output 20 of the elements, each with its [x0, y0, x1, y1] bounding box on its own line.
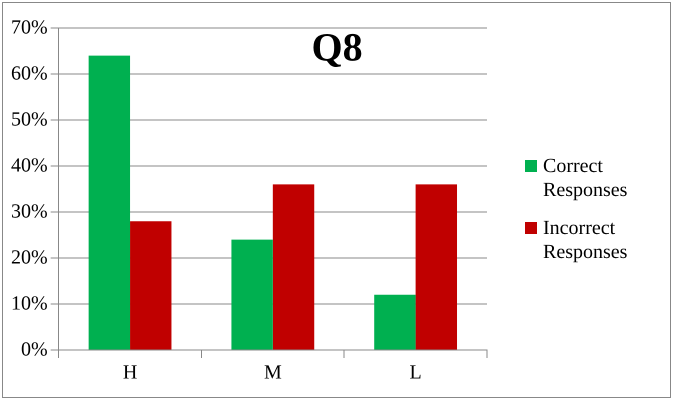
- bar: [231, 240, 273, 350]
- x-tick-label: H: [122, 361, 138, 384]
- y-tick-label: 0%: [20, 338, 48, 360]
- legend-label: Correct Responses: [543, 154, 628, 202]
- bar: [88, 56, 130, 350]
- bar: [374, 294, 416, 350]
- y-tick-label: 60%: [10, 62, 48, 84]
- x-tick-label: M: [264, 361, 282, 384]
- bar: [130, 221, 172, 350]
- chart-title: Q8: [312, 24, 363, 70]
- y-tick-label: 50%: [10, 108, 48, 130]
- y-tick-label: 10%: [10, 292, 48, 314]
- legend-label: Incorrect Responses: [543, 216, 628, 264]
- bar: [272, 184, 314, 350]
- x-tick-label: L: [410, 361, 422, 384]
- y-tick-label: 30%: [10, 200, 48, 222]
- y-tick-label: 40%: [10, 154, 48, 176]
- bar: [416, 184, 458, 350]
- y-tick-label: 20%: [10, 246, 48, 268]
- y-tick-label: 70%: [10, 16, 48, 38]
